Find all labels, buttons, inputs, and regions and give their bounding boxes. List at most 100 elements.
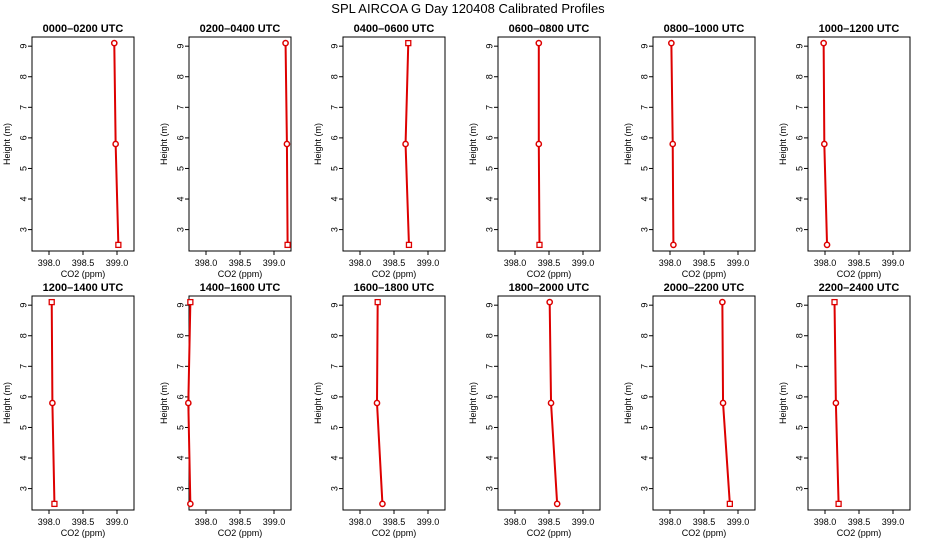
x-axis-label: CO2 (ppm) [372,269,417,279]
chart-panel: 0800–1000 UTC 398.0 398.5 399.0 3 4 5 6 7 8 9 CO2 (… [623,23,756,279]
y-tick-label: 3 [484,227,494,232]
x-axis-label: CO2 (ppm) [837,269,882,279]
y-tick-label: 7 [18,364,28,369]
y-tick-label: 8 [484,74,494,79]
x-tick-label: 398.5 [383,517,406,527]
x-tick-label: 399.0 [882,517,905,527]
panel-title: 1000–1200 UTC [819,23,900,35]
y-tick-label: 9 [484,44,494,49]
x-axis-label: CO2 (ppm) [61,528,106,538]
y-tick-label: 4 [18,456,28,461]
data-point [51,500,58,508]
x-tick-label: 399.0 [417,517,440,527]
y-axis-label: Height (m) [778,382,788,424]
data-point [374,298,381,306]
x-tick-label: 399.0 [572,517,595,527]
y-tick-label: 7 [329,105,339,110]
y-tick-label: 9 [639,44,649,49]
y-tick-label: 4 [639,456,649,461]
y-axis-label: Height (m) [313,123,323,165]
y-tick-label: 9 [794,303,804,308]
y-tick-label: 3 [329,486,339,491]
y-tick-label: 4 [175,197,185,202]
x-tick-label: 398.0 [504,517,527,527]
x-tick-label: 399.0 [727,258,750,268]
x-tick-label: 398.5 [538,517,561,527]
x-tick-label: 398.0 [349,258,372,268]
data-point [373,399,381,407]
x-tick-label: 398.0 [814,258,837,268]
y-axis-label: Height (m) [159,123,169,165]
x-tick-label: 398.5 [538,258,561,268]
y-tick-label: 8 [639,333,649,338]
x-tick-label: 399.0 [263,258,286,268]
data-point [379,500,386,508]
y-tick-label: 7 [18,105,28,110]
x-axis-label: CO2 (ppm) [527,528,572,538]
y-tick-label: 8 [329,74,339,79]
x-tick-label: 398.5 [72,258,95,268]
x-tick-label: 399.0 [417,258,440,268]
y-tick-label: 8 [484,333,494,338]
y-tick-label: 6 [18,135,28,140]
y-tick-label: 6 [484,394,494,399]
y-tick-label: 4 [175,456,185,461]
y-tick-label: 4 [329,197,339,202]
y-tick-label: 6 [639,394,649,399]
x-tick-label: 398.0 [195,258,218,268]
x-tick-label: 399.0 [106,517,129,527]
y-axis-label: Height (m) [159,382,169,424]
y-tick-label: 8 [175,333,185,338]
y-tick-label: 3 [329,227,339,232]
y-tick-label: 5 [329,425,339,430]
data-point [831,298,838,306]
data-point [284,241,291,249]
data-point [283,140,291,148]
x-tick-label: 398.0 [195,517,218,527]
data-point [187,298,194,306]
y-tick-label: 7 [639,364,649,369]
y-tick-label: 8 [794,74,804,79]
y-tick-label: 5 [794,425,804,430]
y-tick-label: 3 [18,486,28,491]
x-tick-label: 398.5 [848,517,871,527]
chart-panel: 1800–2000 UTC 398.0 398.5 399.0 3 4 5 6 7 8 9 CO2 (… [468,282,601,538]
y-tick-label: 9 [329,303,339,308]
y-tick-label: 9 [175,44,185,49]
x-axis-label: CO2 (ppm) [61,269,106,279]
x-axis-label: CO2 (ppm) [372,528,417,538]
data-point [405,241,413,249]
panel-title: 1800–2000 UTC [509,282,590,294]
y-tick-label: 6 [175,394,185,399]
x-tick-label: 398.0 [38,517,61,527]
y-tick-label: 7 [484,364,494,369]
data-point [668,39,675,47]
y-tick-label: 6 [329,394,339,399]
y-tick-label: 6 [175,135,185,140]
y-axis-label: Height (m) [2,123,12,165]
y-axis-label: Height (m) [623,123,633,165]
x-tick-label: 398.5 [229,258,252,268]
panel-title: 0000–0200 UTC [43,23,124,35]
data-point [820,39,827,47]
panel-title: 0200–0400 UTC [200,23,281,35]
y-tick-label: 6 [18,394,28,399]
chart-panel: 1200–1400 UTC 398.0 398.5 399.0 3 4 5 6 7 8 9 CO2 (… [2,282,135,538]
chart-panel: 1400–1600 UTC 398.0 398.5 399.0 3 4 5 6 7 8 9 CO2 (… [159,282,292,538]
y-tick-label: 7 [794,105,804,110]
data-point [49,399,56,407]
data-point [832,399,840,407]
y-tick-label: 5 [175,425,185,430]
data-point [669,140,677,148]
y-tick-label: 4 [794,456,804,461]
y-tick-label: 4 [794,197,804,202]
y-tick-label: 5 [484,166,494,171]
y-tick-label: 4 [639,197,649,202]
x-axis-label: CO2 (ppm) [218,269,263,279]
y-tick-label: 9 [639,303,649,308]
y-tick-label: 3 [794,227,804,232]
y-tick-label: 5 [175,166,185,171]
y-tick-label: 8 [18,74,28,79]
y-axis-label: Height (m) [468,382,478,424]
panel-title: 2000–2200 UTC [664,282,745,294]
